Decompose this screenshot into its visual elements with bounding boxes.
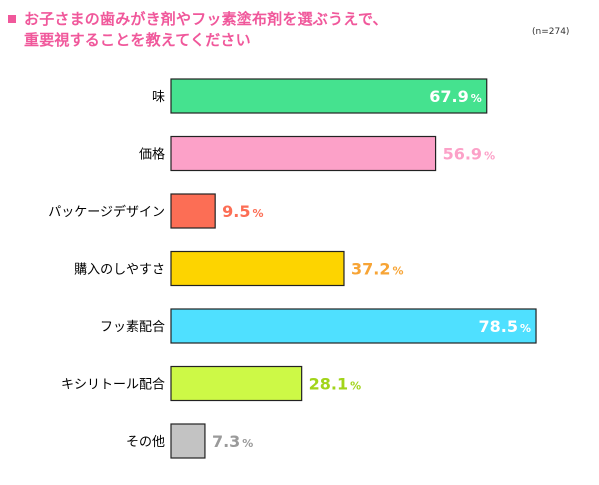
category-label-1: 価格 [139,147,165,163]
chart-title-line-2: 重要視することを教えてください [24,31,251,49]
title-marker [8,15,16,23]
bar-0 [170,78,488,114]
bar-5 [170,365,303,402]
bar-6 [170,423,206,459]
value-label-3: 37.2% [351,260,404,279]
bar-3 [170,250,345,287]
category-label-4: フッ素配合 [100,320,165,335]
value-label-0: 67.9% [429,87,482,106]
chart-title-line-1: お子さまの歯みがき剤やフッ素塗布剤を選ぶうえで、 [24,10,388,28]
category-label-3: 購入のしやすさ [74,263,165,278]
category-label-5: キシリトール配合 [61,378,165,393]
bar-4 [170,308,537,344]
value-label-2: 9.5% [222,202,263,221]
value-label-5: 28.1% [309,375,362,394]
bar-1 [170,135,437,172]
sample-size-label: (n=274) [532,27,570,37]
value-label-4: 78.5% [479,317,532,336]
value-label-6: 7.3% [212,432,253,451]
category-label-6: その他 [126,435,165,450]
value-label-1: 56.9% [443,145,496,164]
category-label-0: 味 [152,90,165,105]
bar-2 [170,193,216,229]
category-label-2: パッケージデザイン [48,204,165,220]
